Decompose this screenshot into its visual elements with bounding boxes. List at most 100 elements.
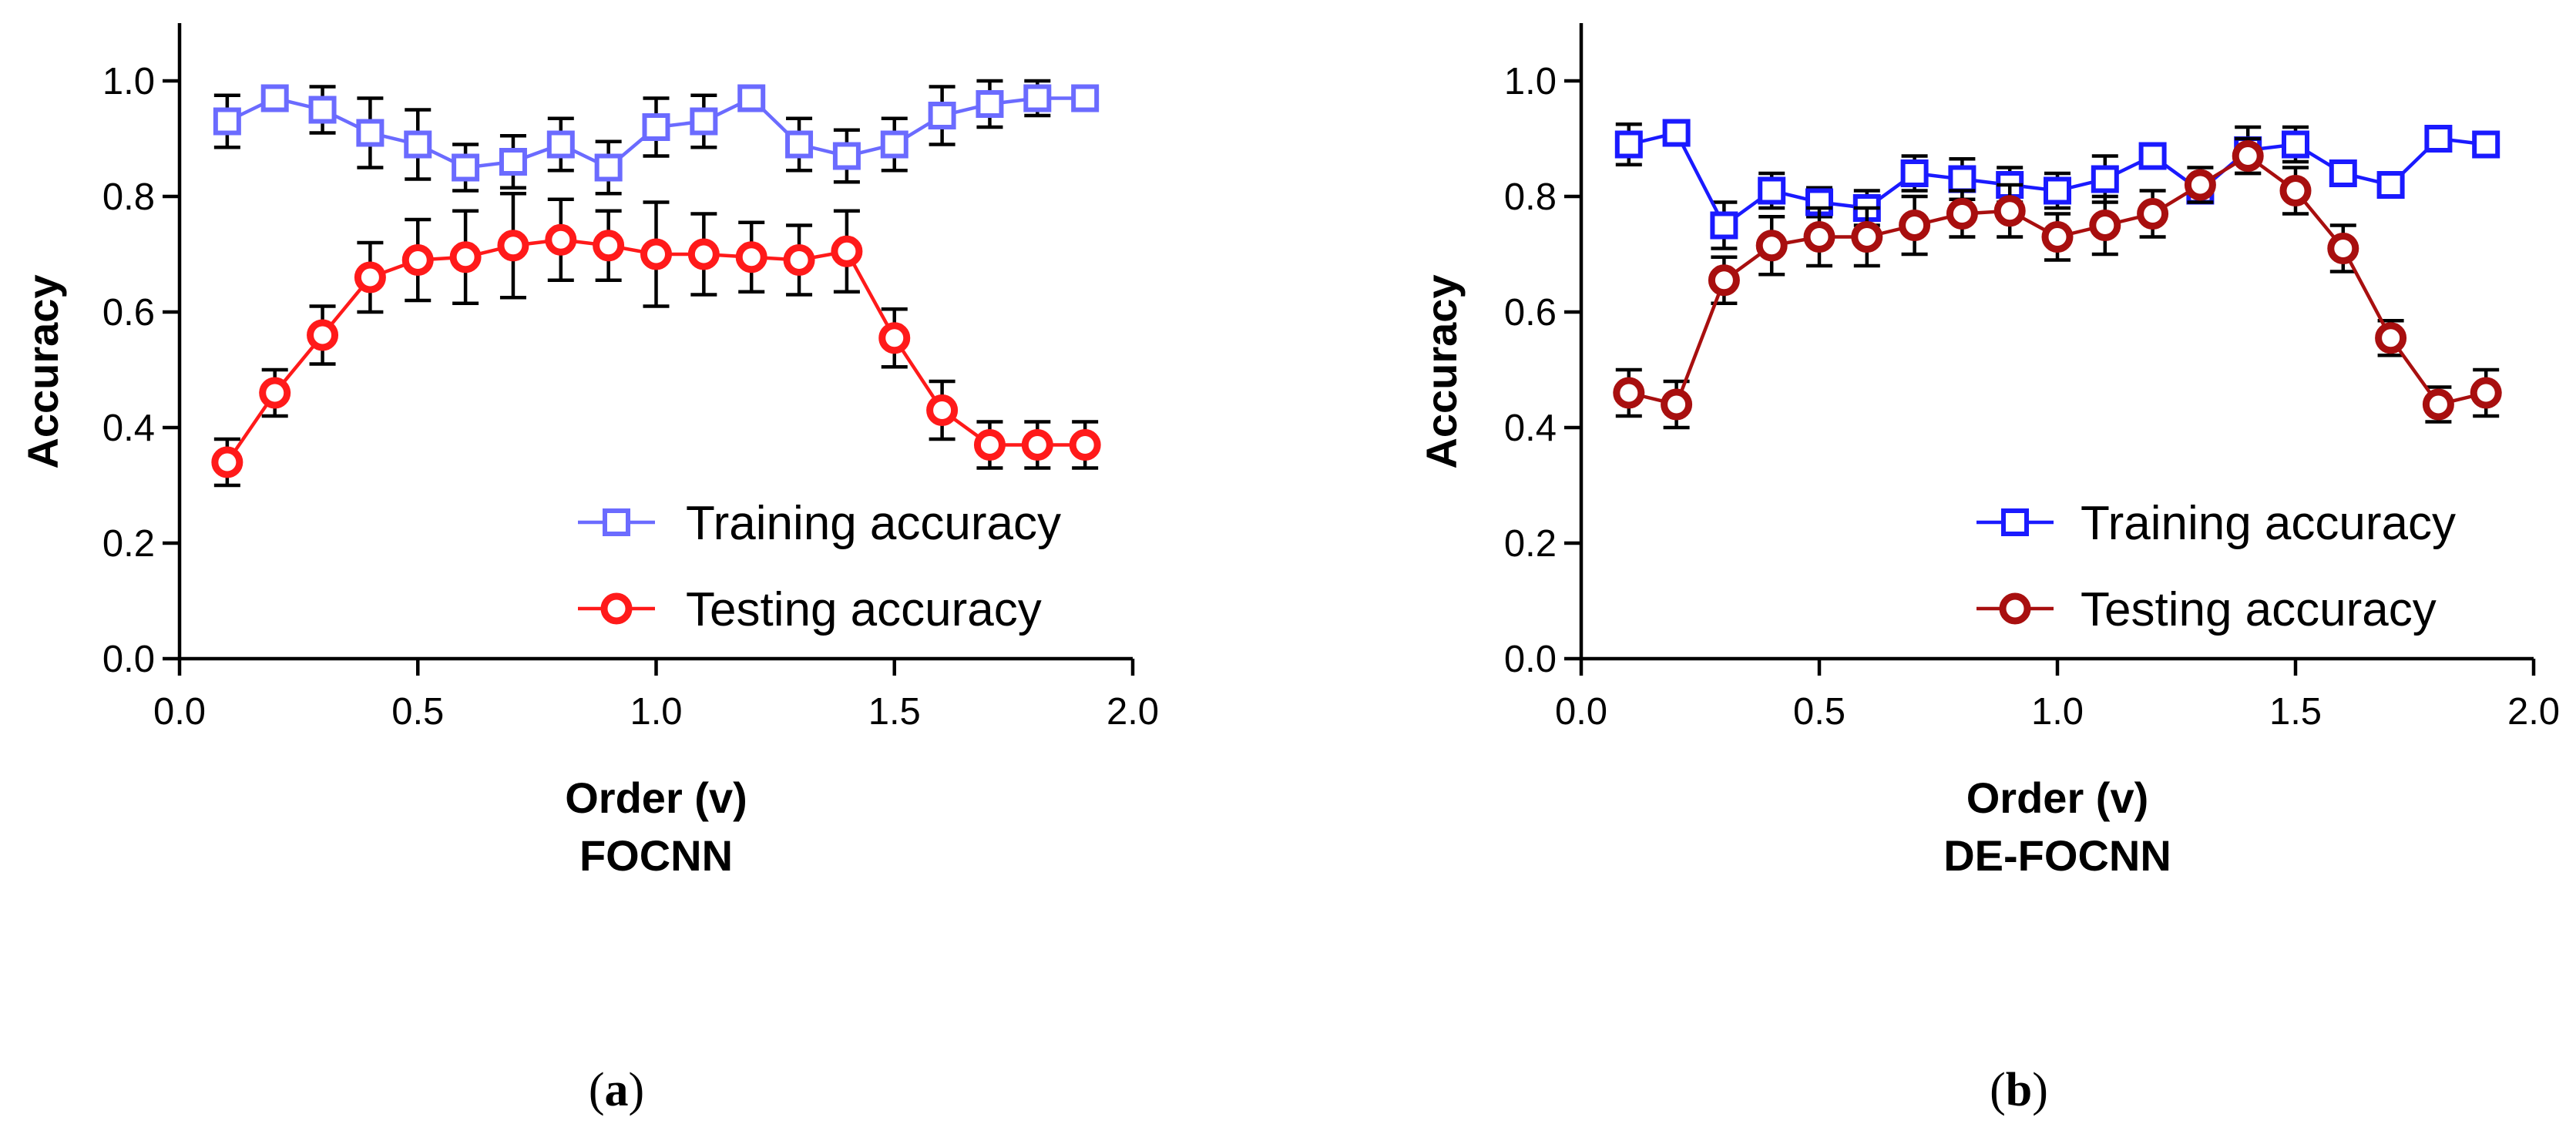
y-tick-label: 0.6: [1504, 292, 1557, 334]
data-point: [928, 102, 956, 129]
chart-panel-b: 0.0 0.2 0.4 0.6 0.8 1.0 0.0 0.5 1.0 1.5 2.0 Accurac…: [1417, 23, 2560, 1116]
x-tick-label: 0.5: [391, 691, 444, 733]
data-point: [735, 241, 767, 273]
data-point: [832, 142, 861, 170]
series-training: [213, 79, 1100, 196]
y-tick-label: 0.4: [1504, 408, 1557, 449]
data-point: [593, 230, 625, 262]
data-point: [211, 446, 243, 478]
data-point: [259, 377, 291, 409]
x-tick-label: 1.0: [2031, 691, 2084, 733]
data-point: [356, 119, 385, 147]
series-testing: [211, 192, 1101, 488]
data-point: [1899, 210, 1931, 241]
y-tick-label: 0.2: [102, 523, 155, 565]
y-tick-label: 0.8: [1504, 176, 1557, 218]
legend-marker: [1999, 592, 2031, 625]
data-point: [2137, 198, 2169, 230]
legend-label: Testing accuracy: [686, 583, 1042, 636]
data-point: [2044, 176, 2071, 205]
data-point: [783, 244, 815, 276]
x-tick-label: 0.0: [1555, 691, 1607, 733]
data-point: [2091, 165, 2119, 193]
data-point: [1948, 165, 1977, 193]
data-point: [640, 238, 672, 270]
chart-title: DE-FOCNN: [1943, 831, 2171, 880]
data-point: [1071, 84, 1100, 112]
data-point: [737, 84, 766, 112]
data-point: [2282, 130, 2309, 159]
y-tick-label: 1.0: [102, 61, 155, 102]
data-point: [2089, 210, 2121, 241]
data-point: [354, 261, 386, 294]
data-point: [1803, 221, 1835, 253]
data-point: [213, 107, 241, 136]
data-point: [1993, 195, 2026, 227]
data-point: [831, 235, 863, 267]
data-point: [1614, 130, 1643, 159]
x-tick-label: 0.0: [153, 691, 206, 733]
data-point: [2470, 377, 2502, 409]
x-tick-label: 2.0: [1107, 691, 1159, 733]
legend-label: Testing accuracy: [2081, 583, 2437, 636]
panel-label: (b): [1990, 1064, 2048, 1116]
legend-marker: [2001, 508, 2029, 536]
panel-label: (a): [589, 1064, 644, 1116]
data-point: [1069, 429, 1101, 461]
data-point: [1851, 221, 1883, 253]
data-point: [452, 153, 480, 182]
data-point: [497, 230, 529, 262]
x-tick-label: 1.5: [868, 691, 921, 733]
y-tick-label: 1.0: [1504, 61, 1557, 102]
y-tick-label: 0.8: [102, 176, 155, 218]
legend-marker: [603, 508, 630, 536]
chart-title: FOCNN: [579, 831, 733, 880]
data-point: [1758, 176, 1786, 205]
data-point: [449, 241, 482, 273]
data-point: [1662, 119, 1691, 147]
data-point: [2376, 171, 2405, 199]
data-point: [926, 394, 959, 426]
data-point: [594, 153, 623, 182]
data-point: [401, 244, 434, 276]
data-point: [2327, 233, 2359, 264]
data-point: [1613, 377, 1645, 409]
legend: Training accuracy Testing accuracy: [1977, 497, 2456, 636]
data-point: [2138, 142, 2167, 170]
legend-label: Training accuracy: [686, 497, 1061, 550]
legend: Training accuracy Testing accuracy: [578, 497, 1061, 636]
y-tick-label: 0.2: [1504, 523, 1557, 565]
chart-panel-a: 0.0 0.2 0.4 0.6 0.8 1.0 0.0 0.5 1.0 1.5 2.0 Accurac…: [18, 23, 1159, 1116]
data-point: [546, 130, 575, 159]
data-point: [1023, 84, 1052, 112]
x-axis-label: Order (v): [1966, 773, 2149, 822]
data-point: [545, 223, 577, 256]
data-point: [1946, 198, 1978, 230]
data-point: [308, 96, 337, 124]
data-point: [690, 107, 718, 136]
y-tick-label: 0.6: [102, 292, 155, 334]
data-point: [307, 319, 339, 351]
data-point: [1710, 211, 1738, 240]
data-point: [2424, 125, 2453, 153]
data-point: [785, 130, 814, 159]
y-axis-label: Accuracy: [18, 274, 67, 468]
data-point: [2375, 322, 2407, 354]
data-point: [404, 130, 432, 159]
series-testing: [1613, 136, 2502, 430]
legend-label: Training accuracy: [2081, 497, 2456, 550]
data-point: [642, 113, 670, 141]
y-tick-label: 0.4: [102, 408, 155, 449]
y-tick-label: 0.0: [102, 639, 155, 680]
x-tick-label: 1.5: [2269, 691, 2322, 733]
data-point: [2279, 175, 2312, 206]
data-point: [1755, 230, 1788, 262]
data-point: [1021, 429, 1053, 461]
data-point: [1661, 388, 1693, 421]
data-point: [880, 130, 908, 159]
x-axis-label: Order (v): [565, 773, 747, 822]
x-tick-label: 2.0: [2507, 691, 2560, 733]
y-tick-label: 0.0: [1504, 639, 1557, 680]
data-point: [878, 322, 911, 354]
